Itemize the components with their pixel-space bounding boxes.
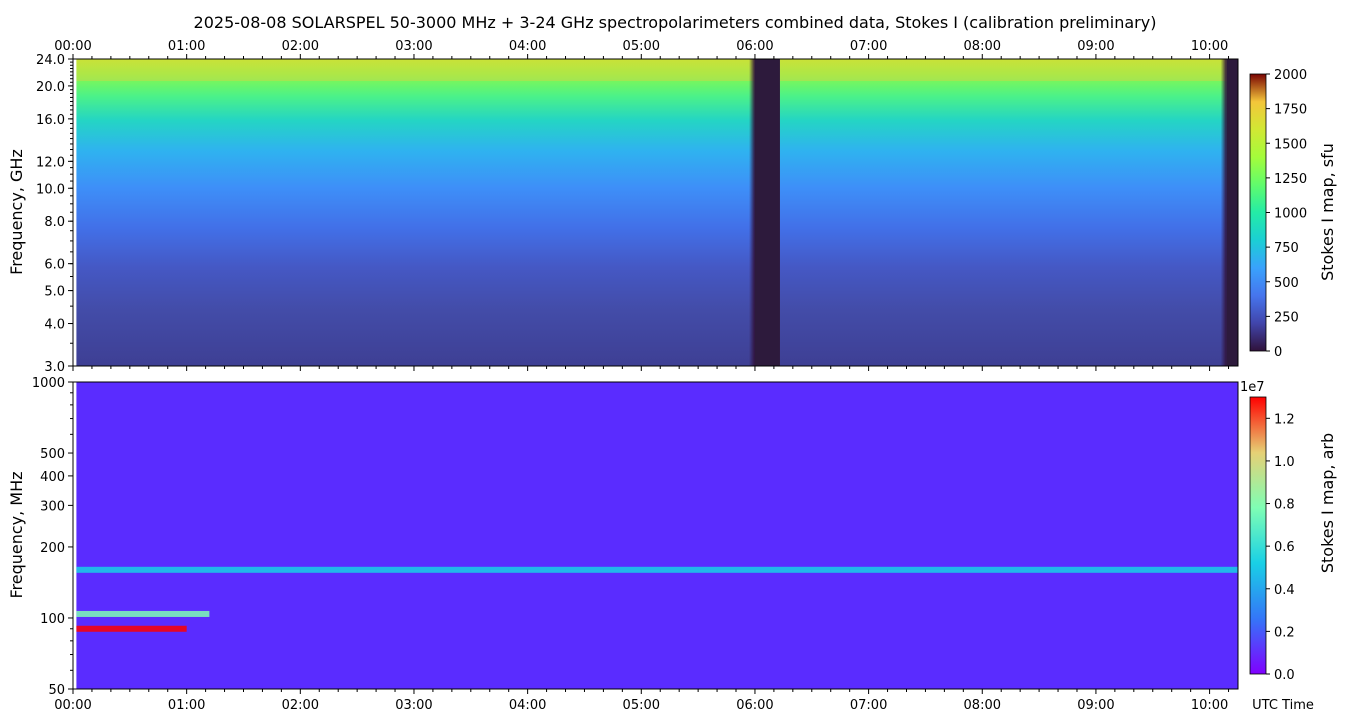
bottom-colorbar-label: Stokes I map, arb xyxy=(1318,433,1337,573)
bottom-x-tick-label: 03:00 xyxy=(395,698,432,713)
bottom-colorbar: 1e7 0.0 0.2 0.4 0.6 0.8 1.0 1.2 Stokes I map, … xyxy=(1240,380,1337,683)
bottom-y-tick-label: 100 xyxy=(40,612,65,627)
figure-title: 2025-08-08 SOLARSPEL 50-3000 MHz + 3-24 … xyxy=(194,13,1157,32)
bottom-colorbar-tick-label: 0.4 xyxy=(1274,583,1295,598)
bottom-x-tick-label: 00:00 xyxy=(54,698,91,713)
top-y-tick-label: 3.0 xyxy=(44,360,65,375)
top-x-tick-label: 07:00 xyxy=(850,39,887,54)
top-y-tick-label: 12.0 xyxy=(36,155,65,170)
top-y-tick-label: 8.0 xyxy=(44,215,65,230)
bottom-plot-frame xyxy=(72,381,1239,690)
bottom-x-tick-label: 10:00 xyxy=(1191,698,1228,713)
bottom-colorbar-exponent: 1e7 xyxy=(1240,380,1265,395)
bottom-colorbar-gradient xyxy=(1249,396,1267,675)
top-colorbar-tick-label: 500 xyxy=(1274,276,1299,291)
top-colorbar-tick-label: 0 xyxy=(1274,345,1282,360)
time-axis-label: UTC Time xyxy=(1252,698,1314,713)
bottom-colorbar-tick-label: 0.8 xyxy=(1274,498,1295,513)
top-y-tick-label: 16.0 xyxy=(36,113,65,128)
bottom-x-tick-label: 05:00 xyxy=(623,698,660,713)
top-panel: 3.0 4.0 5.0 6.0 8.0 10.0 12.0 16.0 20.0 24.0 00:0… xyxy=(7,39,1239,375)
bottom-x-tick-label: 07:00 xyxy=(850,698,887,713)
top-colorbar-gradient xyxy=(1249,73,1267,352)
bottom-y-tick-label: 1000 xyxy=(32,376,65,391)
bottom-x-tick-label: 01:00 xyxy=(168,698,205,713)
top-y-tick-label: 20.0 xyxy=(36,80,65,95)
top-y-tick-label: 6.0 xyxy=(44,258,65,273)
bottom-y-tick-label: 50 xyxy=(48,683,65,698)
bottom-panel: 50 100 200 300 400 500 1000 00:00 01:00 02:00 03:… xyxy=(7,376,1314,713)
top-y-tick-label: 5.0 xyxy=(44,285,65,300)
top-heatmap xyxy=(76,59,1238,366)
bottom-heatmap xyxy=(76,382,1238,689)
bottom-y-tick-label: 500 xyxy=(40,447,65,462)
bottom-x-tick-label: 04:00 xyxy=(509,698,546,713)
top-x-tick-label: 09:00 xyxy=(1077,39,1114,54)
top-x-tick-label: 02:00 xyxy=(282,39,319,54)
top-heatmap-field xyxy=(76,59,1238,366)
bottom-x-tick-label: 02:00 xyxy=(282,698,319,713)
bottom-x-tick-label: 08:00 xyxy=(964,698,1001,713)
top-x-tick-label: 00:00 xyxy=(54,39,91,54)
top-x-tick-label: 10:00 xyxy=(1191,39,1228,54)
top-colorbar-tick-label: 250 xyxy=(1274,310,1299,325)
top-x-tick-label: 06:00 xyxy=(736,39,773,54)
top-colorbar-label: Stokes I map, sfu xyxy=(1318,143,1337,281)
top-colorbar: 0 250 500 750 1000 1250 1500 1750 2000 Stokes I … xyxy=(1249,68,1337,360)
bottom-colorbar-tick-label: 0.6 xyxy=(1274,540,1295,555)
bottom-colorbar-tick-label: 1.2 xyxy=(1274,412,1295,427)
bottom-y-tick-label: 400 xyxy=(40,470,65,485)
top-x-tick-label: 03:00 xyxy=(395,39,432,54)
top-y-axis-label: Frequency, GHz xyxy=(7,149,26,275)
bottom-y-axis-label: Frequency, MHz xyxy=(7,471,26,598)
bottom-x-tick-label: 09:00 xyxy=(1077,698,1114,713)
top-colorbar-tick-label: 1000 xyxy=(1274,207,1307,222)
top-y-tick-label: 10.0 xyxy=(36,182,65,197)
top-x-tick-label: 05:00 xyxy=(623,39,660,54)
data-gap-edge xyxy=(1220,59,1227,366)
top-colorbar-tick-label: 2000 xyxy=(1274,68,1307,83)
top-y-tick-label: 24.0 xyxy=(36,53,65,68)
top-colorbar-tick-label: 1750 xyxy=(1274,103,1307,118)
top-heatmap-warm-band xyxy=(76,59,1238,81)
top-colorbar-tick-label: 1250 xyxy=(1274,172,1307,187)
data-gap-edge xyxy=(748,59,755,366)
bottom-y-tick-label: 300 xyxy=(40,499,65,514)
top-x-tick-label: 01:00 xyxy=(168,39,205,54)
bottom-colorbar-tick-label: 1.0 xyxy=(1274,455,1295,470)
top-y-tick-label: 4.0 xyxy=(44,318,65,333)
bottom-colorbar-tick-label: 0.2 xyxy=(1274,625,1295,640)
bright-band xyxy=(76,625,187,632)
bottom-colorbar-tick-label: 0.0 xyxy=(1274,668,1295,683)
bright-band xyxy=(76,566,1238,573)
data-gap xyxy=(1226,59,1238,366)
bright-band xyxy=(76,610,210,617)
top-x-tick-label: 04:00 xyxy=(509,39,546,54)
bottom-heatmap-field xyxy=(76,382,1238,689)
top-colorbar-tick-label: 1500 xyxy=(1274,137,1307,152)
data-gap xyxy=(754,59,780,366)
top-colorbar-tick-label: 750 xyxy=(1274,241,1299,256)
top-x-tick-label: 08:00 xyxy=(964,39,1001,54)
bottom-x-tick-label: 06:00 xyxy=(736,698,773,713)
bottom-y-tick-label: 200 xyxy=(40,541,65,556)
